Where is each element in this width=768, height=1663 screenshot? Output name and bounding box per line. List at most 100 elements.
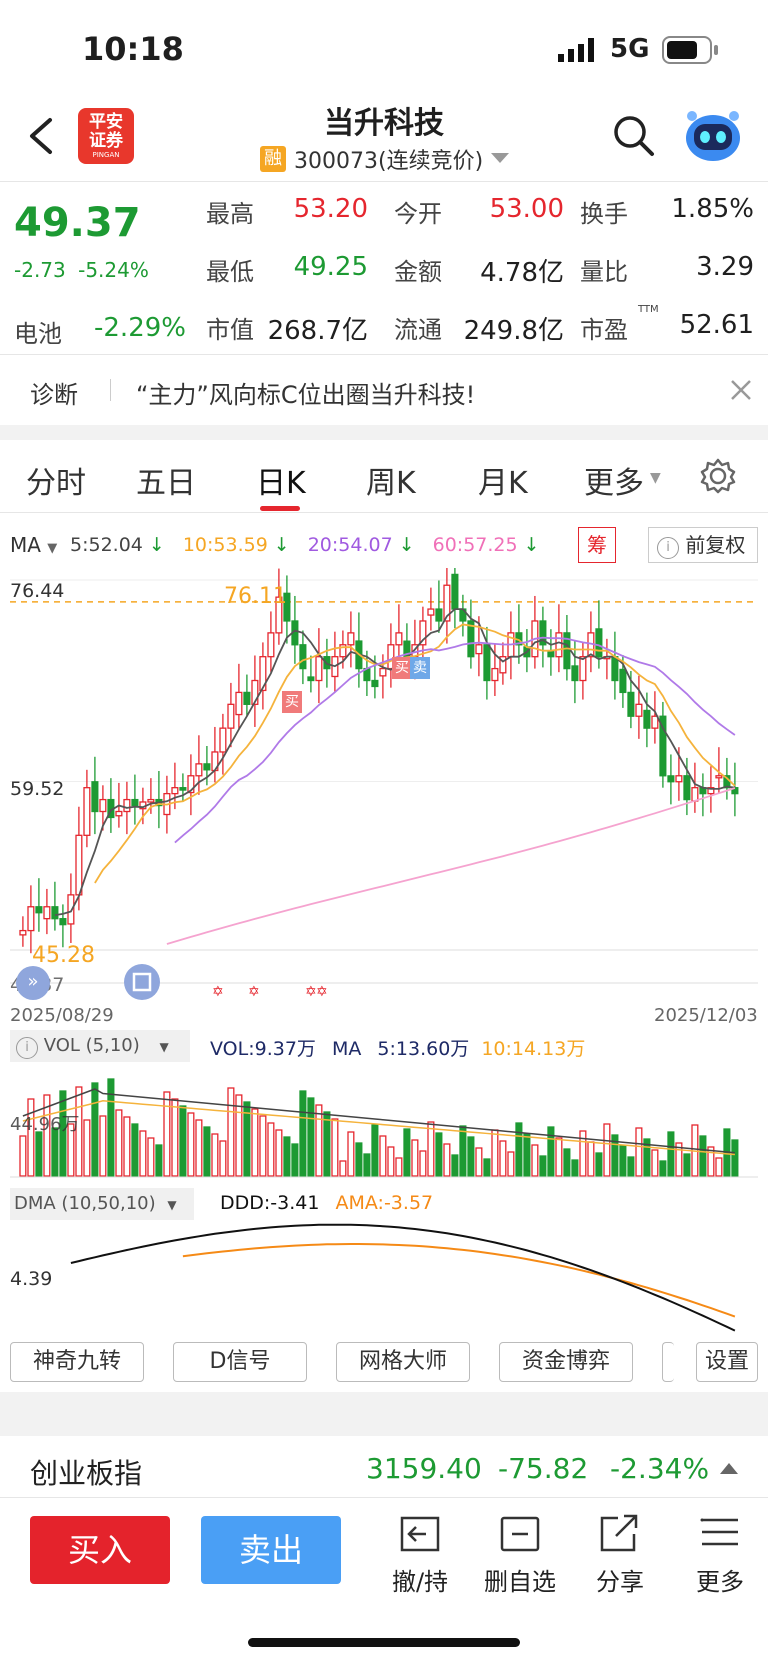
index-change-pct: -2.34% (610, 1452, 709, 1485)
tab-1[interactable]: 五日 (136, 458, 196, 502)
quote-label: 量比 (580, 252, 628, 287)
index-name: 创业板指 (30, 1452, 142, 1492)
volume-bar (364, 1154, 370, 1176)
volume-bar (468, 1137, 474, 1176)
tab-2[interactable]: 日K (256, 458, 306, 502)
volume-bar (420, 1151, 426, 1176)
status-time: 10:18 (82, 30, 184, 68)
candle-body (268, 633, 274, 657)
event-star-icon: ✡ (212, 984, 224, 1000)
volume-bar (348, 1132, 354, 1176)
share-button[interactable]: 分享 (580, 1514, 660, 1597)
settings-button[interactable]: 设置 (696, 1342, 758, 1382)
volume-bar (140, 1131, 146, 1176)
volume-bar (452, 1155, 458, 1176)
tool-button-partial[interactable] (662, 1342, 674, 1382)
down-arrow-icon: ↓ (149, 534, 165, 556)
volume-bar (652, 1150, 658, 1176)
chip-distribution-button[interactable]: 筹 (578, 527, 616, 563)
candle-body (60, 919, 66, 925)
volume-bar (212, 1134, 218, 1176)
event-star-icon: ✡ (305, 984, 317, 1000)
volume-bar (492, 1130, 498, 1176)
candle-body (348, 633, 354, 645)
quote-label: 今开 (394, 194, 442, 229)
min-price-label: 45.28 (32, 943, 95, 968)
active-tab-indicator (260, 506, 300, 511)
volume-bar (500, 1141, 506, 1176)
tab-5[interactable]: 更多 (584, 458, 644, 502)
tool-button-d-signal[interactable]: D信号 (173, 1342, 307, 1382)
volume-bar (124, 1117, 130, 1176)
ma-selector[interactable]: MA ▼ (10, 533, 57, 557)
info-icon: i (657, 537, 679, 559)
candle-body (372, 681, 378, 687)
candle-body (716, 776, 722, 778)
price-change: -2.73 -5.24% (14, 258, 149, 282)
diagnosis-banner[interactable]: 诊断 “主力”风向标C位出圈当升科技! (0, 355, 768, 425)
expand-left-icon[interactable]: » (16, 966, 50, 1000)
candle-body (556, 633, 562, 657)
settings-gear-icon[interactable] (700, 458, 736, 494)
index-ticker[interactable]: 创业板指 3159.40 -75.82 -2.34% (0, 1436, 768, 1498)
stock-code-selector[interactable]: 融 300073(连续竞价) (260, 144, 509, 174)
battery-icon (662, 36, 720, 64)
down-arrow-icon: ↓ (524, 534, 540, 556)
withdraw-button[interactable]: 撤/持 (380, 1514, 460, 1597)
event-star-icon: ✡ (248, 984, 260, 1000)
tool-button-grid-master[interactable]: 网格大师 (336, 1342, 470, 1382)
tab-3[interactable]: 周K (366, 458, 416, 502)
volume-bar (684, 1154, 690, 1176)
robot-assistant-icon[interactable] (684, 108, 742, 164)
volume-bar (396, 1158, 402, 1176)
tool-button-nine-turn[interactable]: 神奇九转 (10, 1342, 144, 1382)
volume-bar (716, 1158, 722, 1176)
volume-bar (36, 1132, 42, 1176)
candlestick-chart-area[interactable]: ✡ ✡ ✡ ✡ (0, 568, 768, 1348)
remove-watchlist-button[interactable]: 删自选 (480, 1514, 560, 1597)
stock-header: 平安 证券 PINGAN 当升科技 融 300073(连续竞价) (0, 90, 768, 182)
volume-bar (260, 1116, 266, 1176)
ma-value-0: 5:52.04 (70, 534, 143, 556)
volume-bar (540, 1156, 546, 1176)
candle-body (100, 800, 106, 812)
quote-label: 最高 (206, 194, 254, 229)
buy-signal-mark: 买 (282, 691, 302, 713)
expand-up-icon[interactable] (720, 1462, 738, 1474)
volume-bar (412, 1140, 418, 1176)
candle-body (236, 692, 242, 714)
diagnosis-label: 诊断 (30, 375, 78, 410)
volume-bar (204, 1127, 210, 1176)
tab-0[interactable]: 分时 (26, 458, 86, 502)
candle-body (436, 609, 442, 621)
volume-bar (548, 1127, 554, 1176)
volume-bar (340, 1161, 346, 1176)
down-arrow-icon: ↓ (399, 534, 415, 556)
diagnosis-text: “主力”风向标C位出圈当升科技! (136, 375, 475, 410)
vol-indicator-selector[interactable]: i VOL (5,10) ▼ (10, 1030, 190, 1062)
volume-bar (276, 1130, 282, 1176)
buy-button[interactable]: 买入 (30, 1516, 170, 1584)
close-icon[interactable] (730, 379, 752, 401)
volume-bar (188, 1113, 194, 1176)
ma-value-3: 60:57.25 (433, 534, 518, 556)
candle-body (84, 788, 90, 836)
fullscreen-icon[interactable] (124, 964, 160, 1000)
sell-button[interactable]: 卖出 (201, 1516, 341, 1584)
volume-bar (732, 1140, 738, 1176)
volume-bar (292, 1144, 298, 1176)
volume-bar (444, 1144, 450, 1176)
more-button[interactable]: 更多 (680, 1514, 760, 1597)
volume-bar (356, 1143, 362, 1176)
index-value: 3159.40 (366, 1452, 482, 1485)
date-end: 2025/12/03 (654, 1005, 758, 1026)
dma-indicator-selector[interactable]: DMA (10,50,10) ▼ (10, 1188, 194, 1220)
search-icon[interactable] (612, 114, 656, 158)
volume-bar (476, 1148, 482, 1176)
signal-icon (558, 38, 596, 62)
tool-button-fund-game[interactable]: 资金博弈 (499, 1342, 633, 1382)
tab-4[interactable]: 月K (478, 458, 528, 502)
volume-bar (572, 1160, 578, 1176)
volume-bar (628, 1157, 634, 1176)
price-adjust-button[interactable]: i 前复权 (648, 527, 758, 563)
